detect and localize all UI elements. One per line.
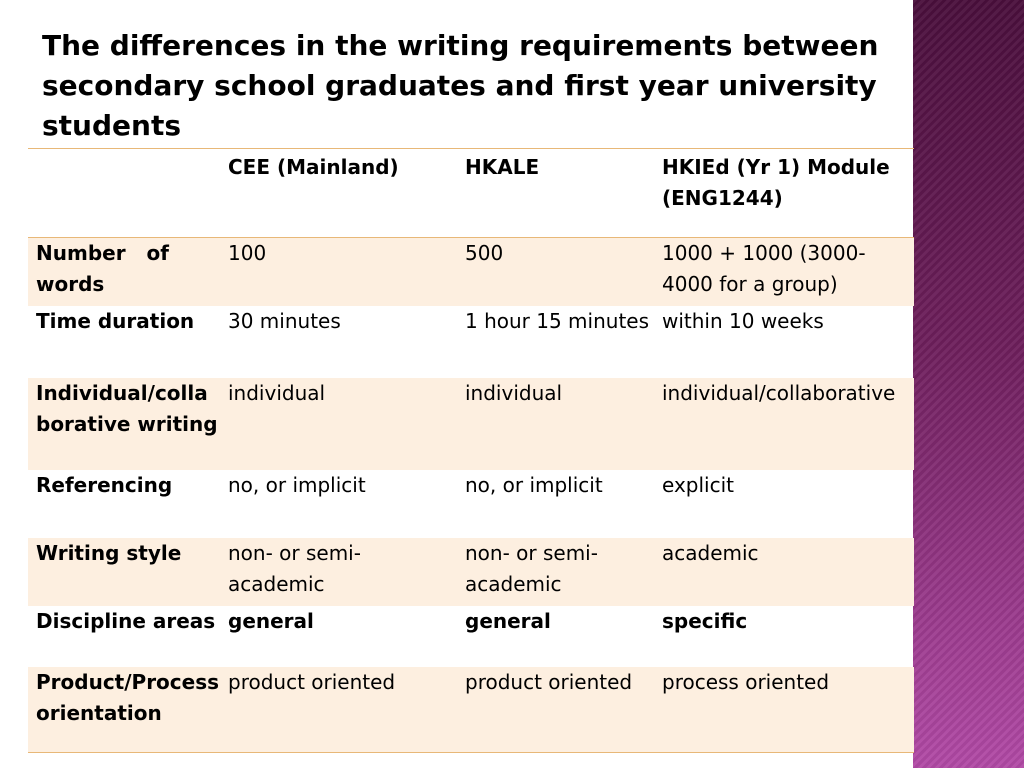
table-row: Number of words 100 500 1000 + 1000 (300… bbox=[28, 237, 914, 306]
table-row: Product/Process orientation product orie… bbox=[28, 666, 914, 753]
table-cell: 100 bbox=[220, 237, 457, 306]
table-cell: non- or semi-academic bbox=[457, 537, 654, 606]
row-label: Product/Process orientation bbox=[28, 666, 220, 753]
table-cell: 1 hour 15 minutes bbox=[465, 308, 650, 333]
table-row: Writing style non- or semi-academic non-… bbox=[28, 537, 914, 606]
slide-title: The differences in the writing requireme… bbox=[42, 29, 879, 142]
table-cell: individual/collaborative bbox=[654, 377, 914, 470]
table-header-row: CEE (Mainland) HKALE HKIEd (Yr 1) Module… bbox=[28, 148, 914, 238]
table-cell: 1000 + 1000 (3000-4000 for a group) bbox=[654, 237, 914, 306]
row-label: Individual/collaborative writing bbox=[28, 377, 220, 470]
row-label: Referencing bbox=[36, 472, 173, 497]
row-label: Discipline areas bbox=[36, 608, 216, 633]
row-label: Writing style bbox=[28, 537, 220, 606]
table-cell: specific bbox=[662, 608, 748, 633]
table-cell: non- or semi-academic bbox=[220, 537, 457, 606]
decorative-side-band bbox=[913, 0, 1024, 768]
table-cell: general bbox=[465, 608, 551, 633]
table-cell: general bbox=[228, 608, 314, 633]
header-cee: CEE (Mainland) bbox=[220, 148, 457, 238]
row-label: Number of words bbox=[28, 237, 220, 306]
table-cell: explicit bbox=[662, 472, 734, 497]
table-cell: within 10 weeks bbox=[662, 308, 824, 333]
table-cell: 500 bbox=[457, 237, 654, 306]
table-cell: process oriented bbox=[654, 666, 914, 753]
table-row: Individual/collaborative writing individ… bbox=[28, 377, 914, 470]
header-empty bbox=[28, 148, 220, 238]
table-cell: no, or implicit bbox=[465, 472, 603, 497]
table-cell: academic bbox=[654, 537, 914, 606]
table-cell: product oriented bbox=[220, 666, 457, 753]
table-row: Discipline areas general general specifi… bbox=[28, 606, 914, 667]
table-cell: individual bbox=[220, 377, 457, 470]
table-cell: individual bbox=[457, 377, 654, 470]
table-cell: product oriented bbox=[457, 666, 654, 753]
table-cell: 30 minutes bbox=[228, 308, 341, 333]
header-hkied: HKIEd (Yr 1) Module (ENG1244) bbox=[654, 148, 914, 238]
header-hkale: HKALE bbox=[457, 148, 654, 238]
comparison-table: CEE (Mainland) HKALE HKIEd (Yr 1) Module… bbox=[28, 148, 914, 753]
row-label: Time duration bbox=[36, 308, 195, 333]
table-row: Referencing no, or implicit no, or impli… bbox=[28, 470, 914, 538]
table-row: Time duration 30 minutes 1 hour 15 minut… bbox=[28, 306, 914, 378]
table-cell: no, or implicit bbox=[228, 472, 366, 497]
